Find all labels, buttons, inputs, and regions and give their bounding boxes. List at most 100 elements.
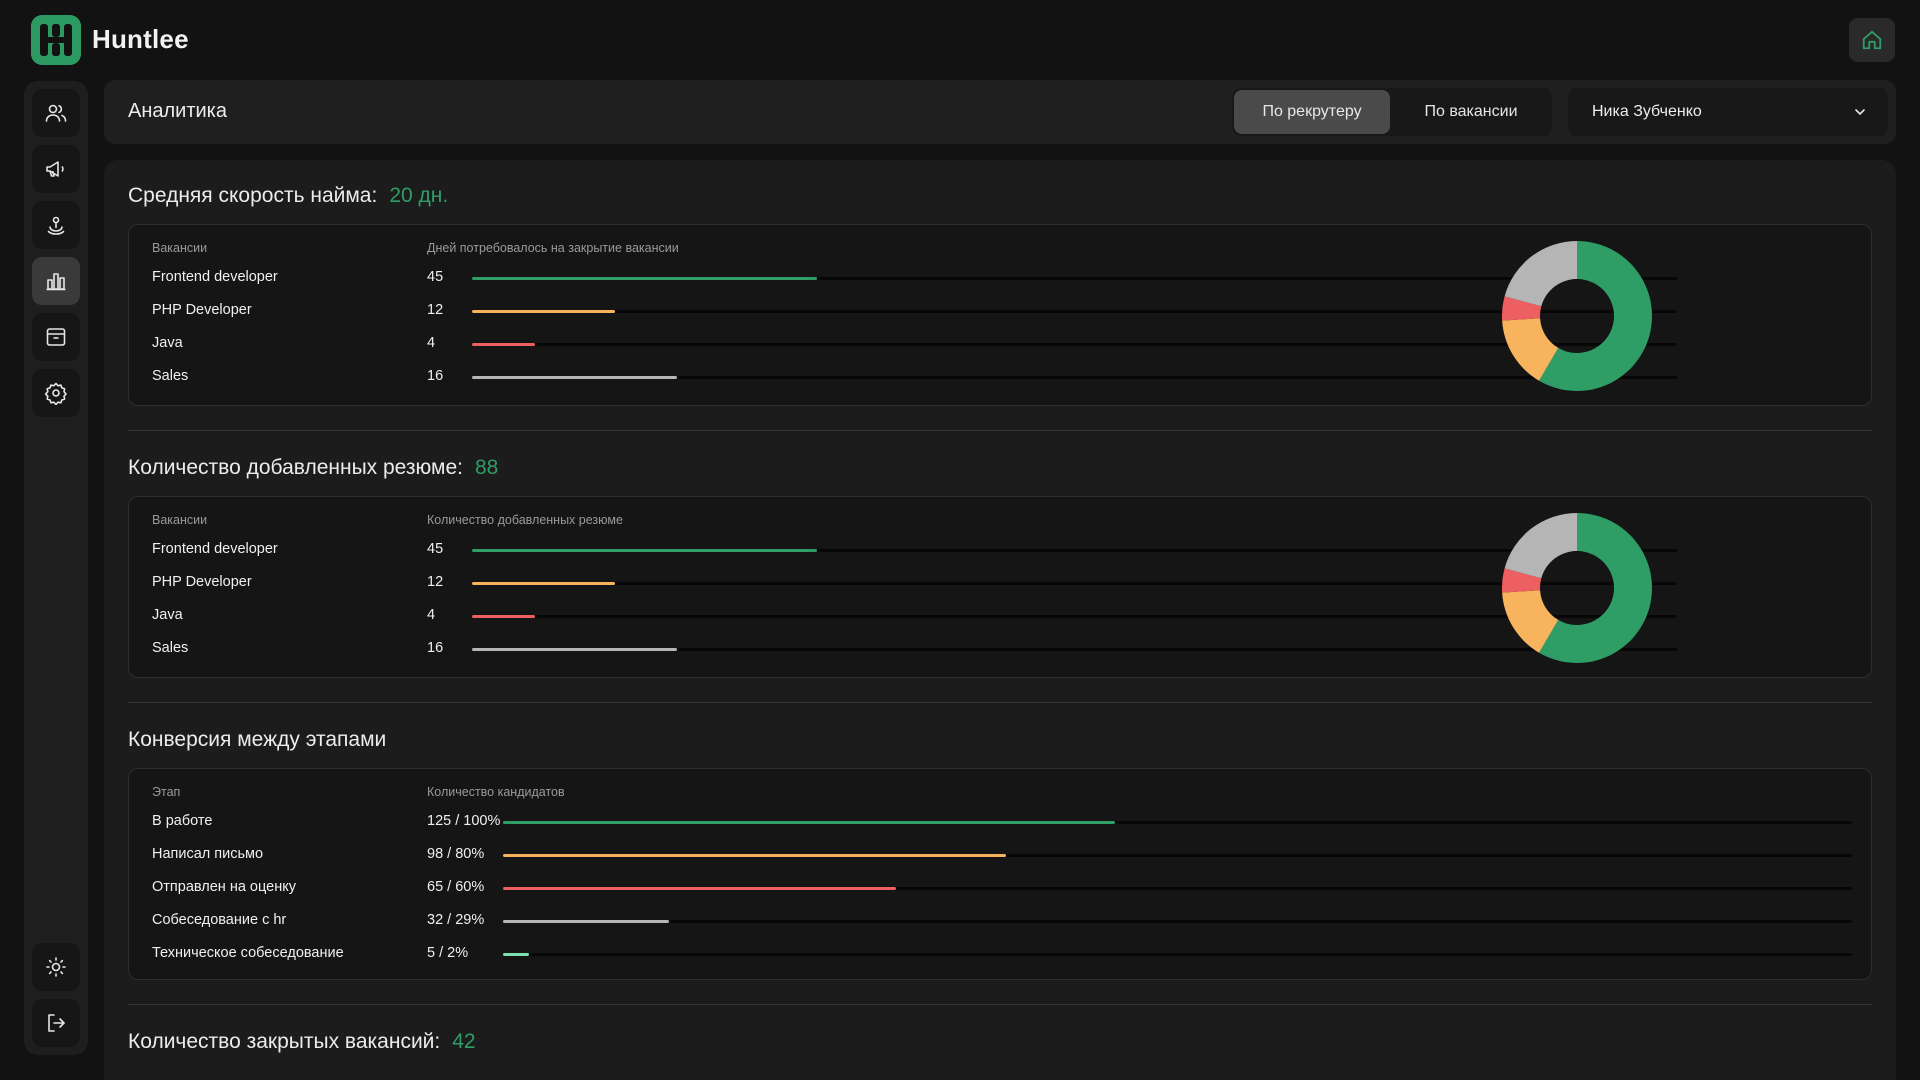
donut-slice (1539, 241, 1652, 391)
bar-fill (472, 549, 817, 552)
donut-slice (1502, 296, 1542, 321)
row-label: Техническое собеседование (152, 945, 344, 961)
tab-by-vacancy[interactable]: По вакансии (1424, 103, 1518, 120)
bar-fill (472, 310, 616, 313)
donut-slice (1502, 318, 1559, 381)
row-value: 98 / 80% (427, 846, 485, 862)
page-header: Аналитика По рекрутеру По вакансии Ника … (104, 80, 1896, 144)
column-header-days: Дней потребовалось на закрытие вакансии (427, 241, 679, 255)
conversion-title: Конверсия между этапами (128, 728, 387, 751)
bar-track (503, 920, 1852, 923)
candidates-icon (47, 216, 65, 235)
sidebar-item-candidates[interactable] (32, 201, 80, 249)
bar-track (472, 582, 1677, 585)
row-label: Sales (152, 640, 189, 656)
bar-fill (472, 648, 677, 651)
hire-speed-card: Вакансии Дней потребовалось на закрытие … (128, 224, 1872, 406)
row-label: Написал письмо (152, 846, 264, 862)
home-icon (1862, 30, 1882, 50)
row-value: 4 (427, 607, 436, 623)
logo-mark-icon (40, 24, 72, 56)
row-label: Sales (152, 368, 189, 384)
sidebar-item-archive[interactable] (32, 313, 80, 361)
bar-fill (472, 615, 535, 618)
row-value: 32 / 29% (427, 912, 485, 928)
row-value: 125 / 100% (427, 813, 501, 829)
archive-icon (46, 328, 66, 346)
top-bar: Huntlee (0, 0, 1920, 80)
bar-track (503, 887, 1852, 890)
row-value: 4 (427, 335, 436, 351)
row-value: 5 / 2% (427, 945, 469, 961)
closed-vacancies-value: 42 (452, 1030, 476, 1053)
section-divider (128, 1004, 1872, 1005)
bar-track (503, 854, 1852, 857)
resumes-added-label: Количество добавленных резюме: (128, 456, 463, 479)
bar-track (472, 549, 1677, 552)
section-divider (128, 430, 1872, 431)
row-label: PHP Developer (152, 302, 252, 318)
bar-fill (503, 920, 669, 923)
home-button[interactable] (1849, 18, 1895, 62)
donut-slice (1502, 568, 1542, 593)
donut-slice (1502, 590, 1559, 653)
row-label: Java (152, 335, 183, 351)
sidebar-item-analytics[interactable] (32, 257, 80, 305)
chevron-down-icon (1855, 109, 1865, 116)
bar-fill (503, 887, 896, 890)
sidebar (24, 81, 88, 1055)
huntlee-logo[interactable] (31, 15, 81, 65)
hire-speed-donut-chart (1502, 241, 1652, 391)
resumes-added-title: Количество добавленных резюме: 88 (128, 456, 498, 480)
sidebar-item-settings[interactable] (32, 369, 80, 417)
column-header-vacancies: Вакансии (152, 513, 208, 527)
row-value: 65 / 60% (427, 879, 485, 895)
view-toggle: По рекрутеру По вакансии (1232, 88, 1552, 136)
column-header-candidates: Количество кандидатов (427, 785, 565, 799)
megaphone-icon (46, 161, 64, 177)
theme-toggle-button[interactable] (32, 943, 80, 991)
column-header-vacancies: Вакансии (152, 241, 208, 255)
row-label: PHP Developer (152, 574, 252, 590)
row-value: 45 (427, 269, 444, 285)
recruiter-select[interactable]: Ника Зубченко (1568, 88, 1888, 136)
sidebar-item-campaigns[interactable] (32, 145, 80, 193)
bar-track (472, 310, 1677, 313)
analytics-content: Средняя скорость найма: 20 дн. Вакансии Д… (104, 160, 1896, 1080)
row-label: Frontend developer (152, 269, 278, 285)
resumes-added-card: Вакансии Количество добавленных резюме F… (128, 496, 1872, 678)
row-label: В работе (152, 813, 213, 829)
closed-vacancies-title: Количество закрытых вакансий: 42 (128, 1030, 476, 1054)
app-name: Huntlee (92, 24, 189, 54)
row-value: 12 (427, 574, 444, 590)
bar-fill (503, 953, 529, 956)
bar-fill (472, 376, 677, 379)
bar-track (472, 648, 1677, 651)
hire-speed-title: Средняя скорость найма: 20 дн. (128, 184, 448, 208)
column-header-resume-count: Количество добавленных резюме (427, 513, 623, 527)
section-divider (128, 702, 1872, 703)
row-value: 12 (427, 302, 444, 318)
bar-track (472, 343, 1677, 346)
recruiter-select-value: Ника Зубченко (1592, 103, 1702, 120)
bar-track (472, 376, 1677, 379)
tab-by-recruiter[interactable]: По рекрутеру (1234, 90, 1390, 134)
resumes-added-value: 88 (475, 456, 499, 479)
conversion-card: Этап Количество кандидатов В работе 125 /… (128, 768, 1872, 980)
row-label: Java (152, 607, 183, 623)
logout-button[interactable] (32, 999, 80, 1047)
row-label: Отправлен на оценку (152, 879, 296, 895)
row-value: 45 (427, 541, 444, 557)
bar-track (472, 277, 1677, 280)
row-label: Frontend developer (152, 541, 278, 557)
bar-fill (472, 343, 535, 346)
sidebar-item-users[interactable] (32, 89, 80, 137)
row-value: 16 (427, 368, 444, 384)
closed-vacancies-label: Количество закрытых вакансий: (128, 1030, 441, 1053)
bar-fill (503, 854, 1007, 857)
donut-slice (1539, 513, 1652, 663)
bar-track (503, 953, 1852, 956)
bar-fill (472, 277, 817, 280)
bar-fill (503, 821, 1116, 824)
hire-speed-label: Средняя скорость найма: (128, 184, 378, 207)
